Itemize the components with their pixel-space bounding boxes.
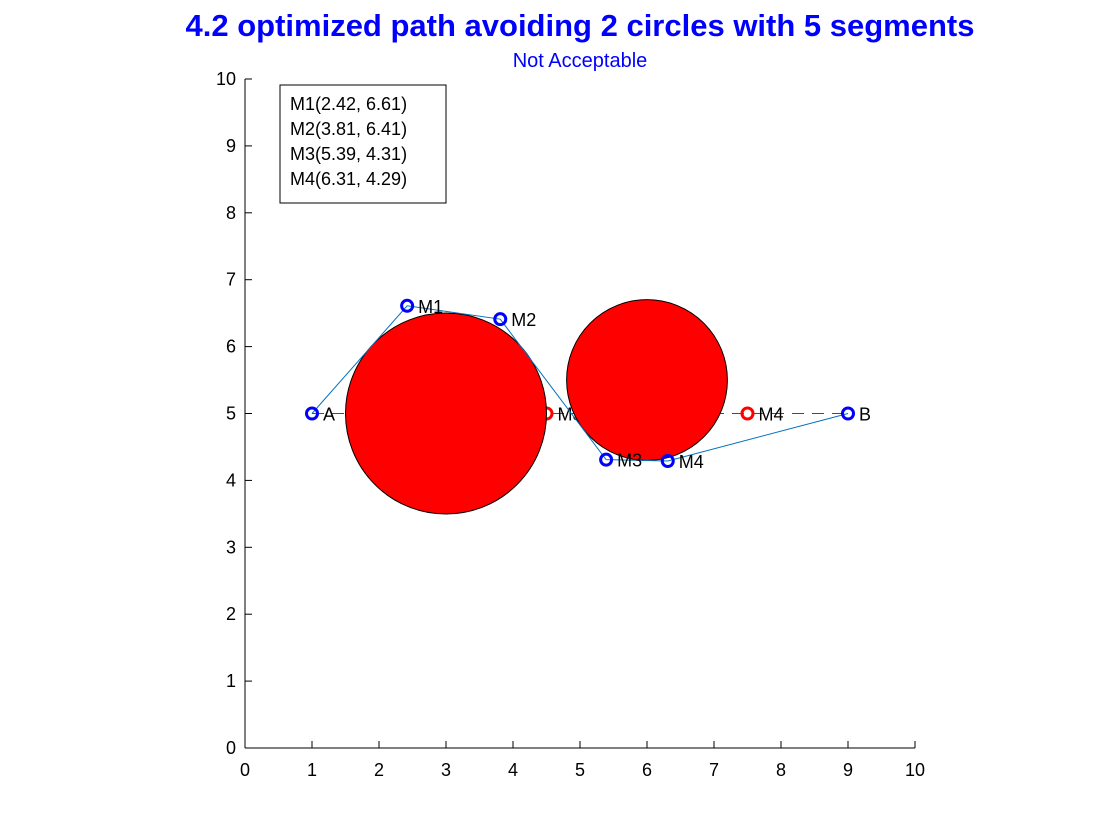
x-tick-label-3: 3 [441,760,451,780]
x-tick-label-8: 8 [776,760,786,780]
y-tick-label-8: 8 [226,203,236,223]
optimized-marker-m4 [660,453,675,468]
y-tick-label-10: 10 [216,69,236,89]
legend-entry-1: M1(2.42, 6.61) [290,94,407,114]
optimized-label-m4: M4 [679,452,704,472]
optimized-marker-m1 [400,298,415,313]
optimized-label-m1: M1 [418,297,443,317]
optimized-path-line [311,305,849,462]
y-tick-label-1: 1 [226,671,236,691]
legend-entry-3: M3(5.39, 4.31) [290,144,407,164]
optimized-path: A M1 M2 M3 M4 B [305,297,871,472]
x-tick-label-6: 6 [642,760,652,780]
legend-box [279,84,447,204]
chart-subtitle: Not Acceptable [512,50,648,72]
y-tick-label-7: 7 [226,270,236,290]
x-tick-label-10: 10 [905,760,925,780]
x-tick-label-0: 0 [240,760,250,780]
optimized-marker-b [841,406,855,421]
y-tick-label-6: 6 [226,337,236,357]
x-tick-label-9: 9 [843,760,853,780]
y-tick-label-5: 5 [226,404,236,424]
optimized-label-m2: M2 [511,310,536,330]
x-tick-label-1: 1 [307,760,317,780]
optimized-marker-m2 [493,312,508,327]
y-tick-label-9: 9 [226,136,236,156]
optimized-marker-m3 [599,452,614,467]
legend-entry-2: M2(3.81, 6.41) [290,119,407,139]
initial-label-m4: M4 [759,405,784,425]
obstacles [345,299,728,515]
x-tick-label-4: 4 [508,760,518,780]
y-tick-label-4: 4 [226,470,236,490]
optimized-label-m3: M3 [617,451,642,471]
obstacle-circle-1 [345,312,547,515]
legend-entry-4: M4(6.31, 4.29) [290,169,407,189]
optimized-label-b: B [859,405,871,425]
x-tick-label-7: 7 [709,760,719,780]
obstacle-circle-2 [566,299,728,461]
x-tick-label-5: 5 [575,760,585,780]
optimized-marker-a [305,406,319,421]
initial-marker-m4 [740,406,755,421]
optimized-label-a: A [323,405,335,425]
y-tick-label-2: 2 [226,604,236,624]
x-tick-label-2: 2 [374,760,384,780]
y-tick-label-0: 0 [226,738,236,758]
y-tick-label-3: 3 [226,537,236,557]
chart-title: 4.2 optimized path avoiding 2 circles wi… [185,8,975,43]
axes: 0 1 2 3 4 5 6 7 8 9 10 0 1 2 3 4 5 6 7 8 9 10 [216,69,925,780]
legend: M1(2.42, 6.61) M2(3.81, 6.41) M3(5.39, 4.3… [279,84,447,204]
